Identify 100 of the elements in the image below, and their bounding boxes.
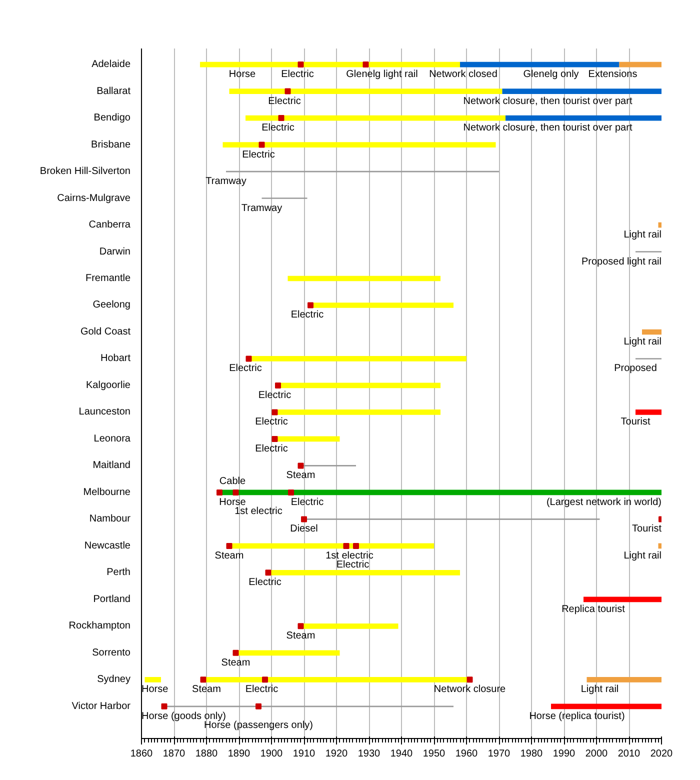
annotation: Electric [258, 390, 292, 401]
point [262, 676, 268, 683]
x-tick-label: 1940 [390, 748, 414, 760]
x-tick-label: 1900 [260, 748, 284, 760]
y-tick-label: Maitland [92, 460, 131, 472]
point [278, 115, 284, 122]
point [256, 703, 262, 710]
y-tick-label: Launceston [78, 406, 131, 418]
y-tick-label: Sydney [97, 674, 131, 686]
point [226, 542, 232, 549]
annotation: Proposed light rail [581, 256, 662, 268]
y-tick-label: Hobart [100, 353, 131, 364]
point [275, 382, 281, 388]
annotation: Electric [268, 96, 301, 107]
x-tick-label: 1930 [358, 748, 381, 760]
point [288, 489, 294, 496]
annotation: Light rail [624, 336, 662, 348]
annotation: Tramway [206, 176, 246, 188]
x-tick-label: 2000 [585, 748, 608, 760]
point [298, 462, 304, 469]
annotation: Electric [262, 122, 294, 134]
y-tick-label: Portland [93, 594, 131, 605]
annotation: Horse [219, 496, 246, 508]
annotation: Proposed [614, 363, 657, 374]
bar [551, 704, 662, 710]
y-tick-label: Leonora [94, 433, 131, 444]
point [216, 489, 222, 496]
annotation: Glenelg light rail [346, 69, 418, 80]
annotation: Electric [255, 443, 288, 454]
y-tick-label: Kalgoorlie [86, 380, 131, 391]
y-tick-label: Brisbane [91, 139, 131, 150]
annotation: Extensions [588, 69, 638, 80]
annotation: Light rail [580, 684, 619, 696]
bar [502, 88, 662, 94]
annotation: Electric [281, 69, 314, 80]
y-tick-label: Victor Harbor [72, 700, 132, 712]
bar [586, 676, 662, 682]
annotation: Light rail [624, 550, 662, 562]
point [272, 409, 278, 416]
bar [619, 62, 662, 68]
y-tick-label: Cairns-Mulgrave [57, 192, 131, 204]
x-tick-label: 1980 [520, 748, 544, 760]
annotation: Steam [192, 684, 221, 696]
annotation: Steam [286, 470, 316, 482]
y-tick-label: Melbourne [83, 486, 131, 498]
x-tick-label: 1990 [552, 748, 576, 760]
annotation: Electric [290, 496, 324, 508]
point [232, 489, 239, 496]
point [353, 542, 359, 549]
y-tick-label: Rockhampton [68, 620, 131, 632]
annotation: Horse (goods only) [142, 710, 226, 722]
annotation: Horse (passengers only) [204, 720, 313, 731]
annotation: Steam [214, 550, 244, 562]
annotation: Electric [245, 684, 278, 696]
annotation: Network closure [434, 684, 506, 696]
annotation: Horse [228, 69, 256, 80]
x-tick-label: 1880 [195, 748, 218, 760]
annotation: Tramway [241, 202, 282, 214]
y-tick-label: Darwin [99, 246, 131, 258]
annotation: Steam [221, 657, 250, 668]
point [298, 623, 304, 630]
y-tick-label: Gold Coast [80, 326, 131, 338]
y-tick-label: Sorrento [92, 647, 131, 658]
y-tick-label: Perth [106, 567, 131, 578]
x-tick-label: 1920 [325, 748, 348, 760]
x-tick-label: 2020 [650, 748, 674, 760]
bar [642, 329, 662, 335]
y-tick-label: Geelong [92, 300, 131, 311]
annotation: Glenelg only [523, 69, 579, 80]
annotation: Network closure, then tourist over part [463, 96, 632, 107]
annotation: Cable [219, 476, 246, 487]
point [272, 436, 278, 442]
annotation: Network closed [429, 69, 498, 80]
x-tick-label: 1890 [228, 748, 251, 760]
x-tick-label: 1950 [422, 748, 446, 760]
annotation: Replica tourist [562, 604, 626, 615]
bar [584, 596, 662, 602]
annotation: Electric [248, 577, 282, 588]
x-tick-label: 1960 [455, 748, 478, 760]
x-tick-label: 1910 [292, 748, 316, 760]
y-tick-label: Fremantle [85, 273, 131, 284]
y-tick-label: Broken Hill-Silverton [40, 166, 131, 178]
point [343, 542, 350, 549]
annotation: Horse [142, 684, 169, 696]
annotation: Electric [290, 310, 324, 321]
bar [144, 676, 161, 682]
bar [236, 650, 340, 656]
point [466, 676, 473, 683]
point [298, 62, 304, 68]
bar [506, 115, 662, 121]
annotation: Electric [336, 559, 370, 570]
annotation: 1st electric [326, 550, 374, 562]
x-tick-label: 1870 [162, 748, 186, 760]
point [258, 142, 265, 148]
y-tick-label: Nambour [89, 514, 132, 525]
y-tick-label: Adelaide [92, 59, 131, 70]
bar [229, 88, 502, 94]
annotation: Tourist [620, 416, 650, 428]
bar [288, 276, 440, 282]
bar [636, 410, 662, 415]
